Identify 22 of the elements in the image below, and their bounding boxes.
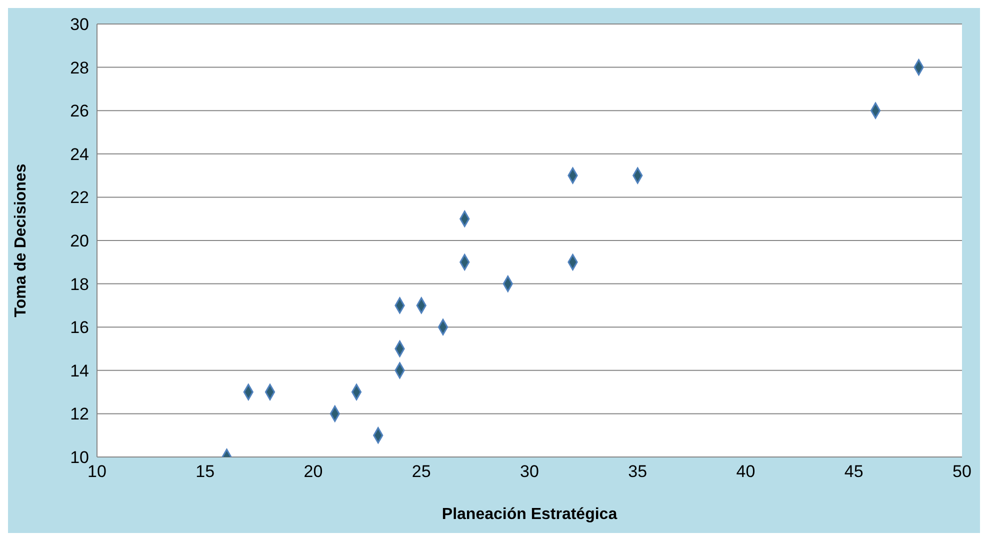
x-tick-label: 45 [844, 462, 864, 482]
y-tick-label: 20 [70, 232, 89, 251]
x-tick-label: 20 [304, 462, 323, 482]
y-tick-label: 18 [70, 274, 89, 294]
y-tick-label: 26 [70, 102, 89, 121]
x-tick-label: 10 [88, 462, 106, 482]
y-tick-label: 10 [70, 448, 89, 468]
x-tick-label: 40 [736, 462, 756, 482]
y-tick-label: 16 [70, 318, 89, 338]
y-tick-label: 22 [70, 188, 89, 208]
y-tick-label: 12 [70, 404, 89, 424]
y-tick-label: 14 [70, 361, 89, 380]
y-tick-label: 24 [70, 144, 89, 164]
x-tick-label: 25 [412, 462, 431, 482]
x-tick-label: 35 [628, 462, 648, 482]
y-tick-label: 30 [70, 15, 89, 34]
y-tick-label: 28 [70, 58, 89, 78]
x-tick-label: 50 [952, 462, 972, 482]
x-axis-title: Planeación Estratégica [442, 506, 618, 523]
y-axis-title: Toma de Decisiones [12, 164, 30, 318]
x-tick-label: 30 [520, 462, 539, 482]
x-tick-label: 15 [196, 462, 215, 482]
